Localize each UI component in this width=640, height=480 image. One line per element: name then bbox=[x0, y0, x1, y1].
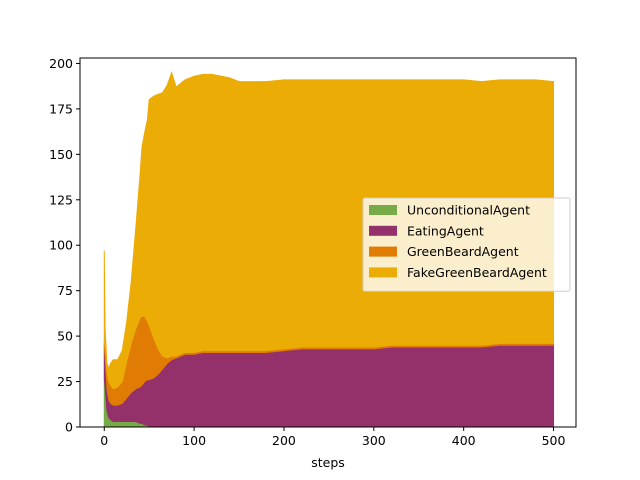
legend-swatch bbox=[369, 246, 397, 257]
y-tick-label: 100 bbox=[49, 238, 73, 253]
y-tick-label: 200 bbox=[49, 56, 73, 71]
y-tick-label: 175 bbox=[49, 101, 73, 116]
x-tick-label: 500 bbox=[542, 433, 566, 448]
plot-frame bbox=[79, 57, 577, 428]
x-tick-label: 400 bbox=[452, 433, 476, 448]
area-series-group bbox=[103, 70, 555, 428]
legend-swatch bbox=[369, 205, 397, 215]
y-tick-label: 125 bbox=[49, 192, 73, 207]
area-fake-green-beard-agent bbox=[103, 70, 555, 390]
x-tick-label: 100 bbox=[182, 433, 206, 448]
legend-box bbox=[362, 197, 571, 292]
y-tick-label: 75 bbox=[57, 283, 73, 298]
y-tick-label: 150 bbox=[49, 147, 73, 162]
x-axis: 0 100 200 300 400 500 bbox=[100, 427, 566, 448]
legend-swatch bbox=[369, 267, 397, 278]
x-axis-label: steps bbox=[311, 455, 345, 470]
legend-swatch bbox=[369, 225, 397, 236]
y-tick-label: 25 bbox=[57, 374, 73, 389]
legend-label: UnconditionalAgent bbox=[407, 203, 530, 218]
legend-label: FakeGreenBeardAgent bbox=[407, 265, 547, 280]
y-axis: 0 25 50 75 100 125 150 175 200 bbox=[49, 56, 80, 435]
x-tick-label: 300 bbox=[362, 433, 386, 448]
legend: UnconditionalAgent EatingAgent GreenBeardA… bbox=[362, 197, 571, 292]
x-tick-label: 200 bbox=[272, 433, 296, 448]
legend-label: GreenBeardAgent bbox=[407, 244, 519, 259]
y-tick-label: 50 bbox=[57, 329, 73, 344]
y-tick-label: 0 bbox=[65, 420, 73, 435]
x-tick-label: 0 bbox=[100, 433, 108, 448]
legend-label: EatingAgent bbox=[407, 223, 484, 238]
